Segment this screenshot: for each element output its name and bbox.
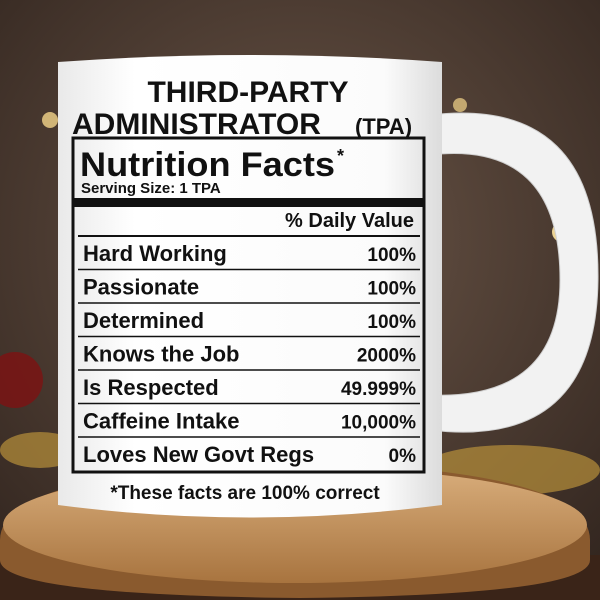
- row-name: Hard Working: [83, 241, 227, 266]
- column-header: % Daily Value: [285, 210, 414, 232]
- row-name: Determined: [83, 308, 204, 333]
- header-line2: ADMINISTRATOR: [72, 108, 321, 141]
- row-name: Passionate: [83, 275, 199, 300]
- label-title-mark: *: [337, 146, 344, 166]
- bokeh: [42, 112, 58, 128]
- header-abbr: (TPA): [355, 114, 412, 139]
- label-box: [71, 136, 426, 474]
- row-name: Knows the Job: [83, 342, 239, 367]
- row-value: 2000%: [357, 346, 416, 367]
- row-value: 100%: [367, 245, 416, 266]
- row-name: Is Respected: [83, 375, 219, 400]
- ornament: [0, 352, 43, 408]
- serving-size: Serving Size: 1 TPA: [81, 180, 221, 197]
- mug-body: [58, 55, 442, 518]
- row-name: Caffeine Intake: [83, 409, 240, 434]
- label-title: Nutrition Facts: [80, 146, 335, 184]
- row-value: 10,000%: [341, 413, 416, 434]
- rows: Hard Working 100% Passionate 100% Determined…: [78, 235, 420, 467]
- row-value: 0%: [389, 446, 417, 467]
- bokeh: [453, 98, 467, 112]
- row-value: 49.999%: [341, 379, 416, 400]
- footnote: *These facts are 100% correct: [110, 483, 380, 504]
- row-value: 100%: [367, 279, 416, 300]
- header-line1: THIRD-PARTY: [147, 76, 348, 109]
- row-value: 100%: [367, 312, 416, 333]
- thick-rule: [73, 198, 424, 207]
- row-name: Loves New Govt Regs: [83, 442, 314, 467]
